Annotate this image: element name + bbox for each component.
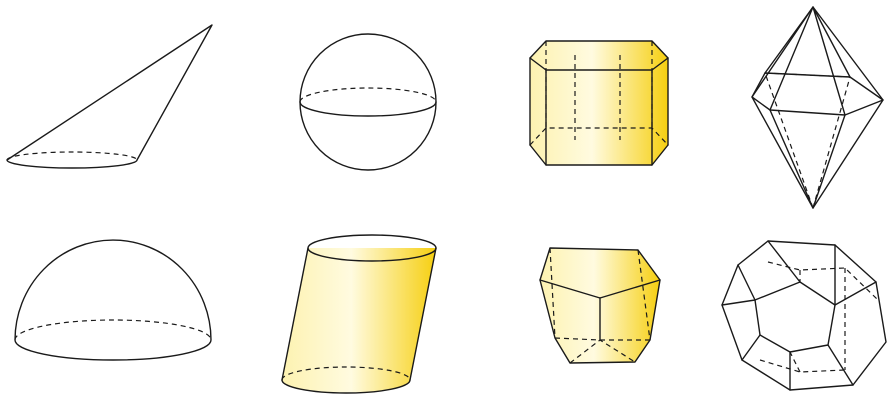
pentagonal-frustum-shape [539, 247, 661, 364]
hexagonal-bipyramid-shape [751, 6, 884, 209]
hemisphere-shape [14, 239, 212, 361]
hexagonal-prism-shape [529, 40, 669, 166]
dodecahedron-shape [721, 240, 887, 391]
oblique-cone-shape [6, 24, 213, 169]
sphere-shape [299, 33, 437, 171]
oblique-cylinder-shape [281, 234, 437, 394]
